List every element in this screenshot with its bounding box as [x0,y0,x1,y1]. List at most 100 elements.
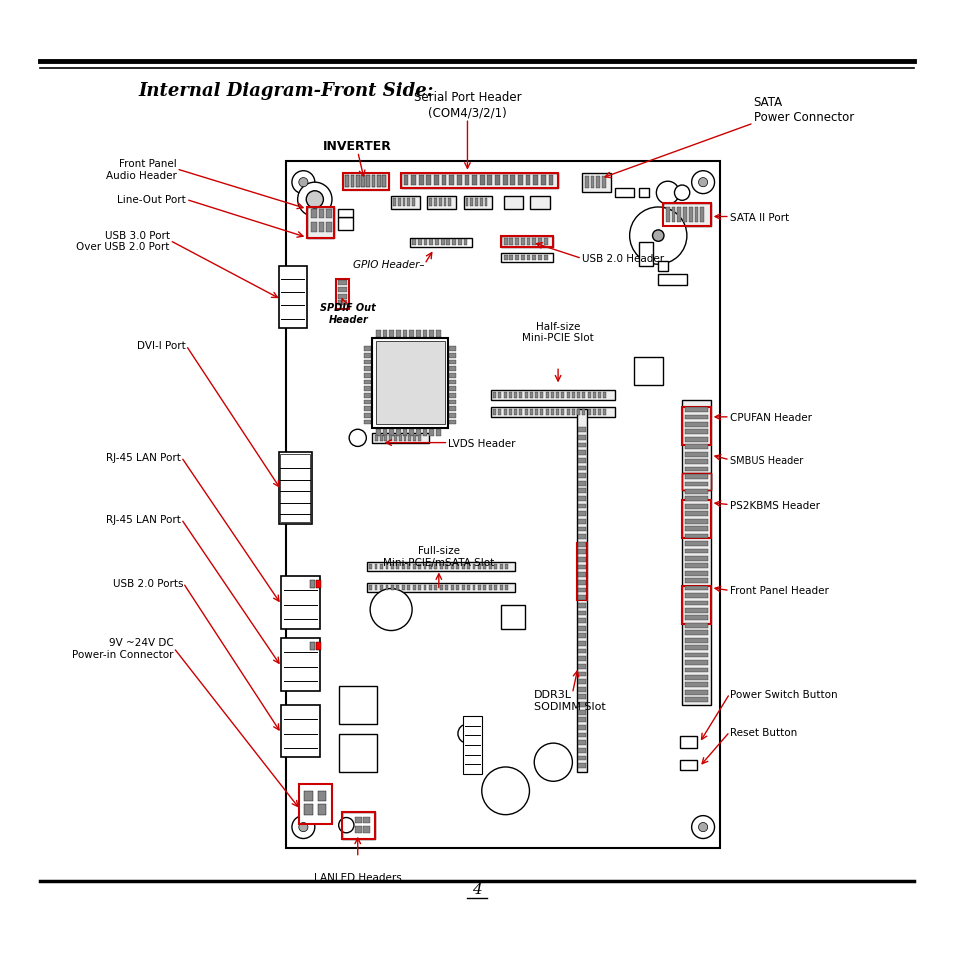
Bar [326,223,332,233]
Bar [684,698,707,702]
Bar [463,196,492,210]
Bar [400,173,558,189]
Bar [307,208,334,238]
Bar [484,199,487,207]
Bar [409,430,414,436]
Bar [497,393,501,398]
Text: RJ-45 LAN Port: RJ-45 LAN Port [107,515,181,524]
Bar [681,474,710,491]
Bar [684,631,707,636]
Circle shape [457,724,476,743]
Bar [578,481,585,486]
Bar [372,434,429,443]
Bar [684,422,707,427]
Bar [578,763,585,768]
Bar [364,360,371,365]
Bar [318,210,324,219]
Bar [681,408,710,446]
Bar [396,564,399,570]
Bar [376,176,380,188]
Bar [439,585,442,591]
Bar [578,672,585,677]
Bar [411,176,416,186]
Bar [449,354,456,358]
Circle shape [292,816,314,839]
Bar [639,243,653,267]
Bar [578,565,585,570]
Bar [341,812,375,839]
Bar [429,199,432,207]
Bar [578,634,585,639]
Bar [684,527,707,532]
Bar [577,410,579,416]
Bar [545,410,548,416]
Bar [367,583,515,593]
Bar [639,189,648,198]
Bar [602,393,606,398]
Bar [537,238,541,246]
Bar [684,459,707,464]
Bar [560,410,563,416]
Bar [493,393,496,398]
Bar [500,236,553,248]
Circle shape [691,172,714,194]
Bar [500,605,524,629]
Bar [503,410,506,416]
Bar [464,176,469,186]
Text: DVI-I Port: DVI-I Port [137,341,186,351]
Bar [278,453,312,524]
Bar [578,756,585,760]
Bar [418,176,423,186]
Bar [535,410,537,416]
Bar [445,564,448,570]
Bar [681,500,710,538]
Bar [477,585,480,591]
Bar [578,679,585,684]
Bar [366,176,370,188]
Bar [389,331,394,337]
Bar [684,564,707,569]
Bar [280,455,310,522]
Bar [449,387,456,392]
Bar [363,826,370,833]
Bar [684,416,707,420]
Text: SATA II Port: SATA II Port [729,213,788,222]
Bar [684,623,707,628]
Bar [578,573,585,578]
Bar [529,410,532,416]
Bar [449,367,456,372]
Text: PS2KBMS Header: PS2KBMS Header [729,500,819,510]
Bar [355,176,359,188]
Bar [384,436,387,441]
Bar [578,710,585,715]
Bar [526,255,530,261]
Bar [587,410,590,416]
Bar [520,238,524,246]
Bar [684,601,707,606]
Bar [578,596,585,600]
Bar [679,737,697,748]
Bar [422,331,427,337]
Bar [355,826,361,833]
Bar [449,176,454,186]
Bar [397,199,400,207]
Text: RJ-45 LAN Port: RJ-45 LAN Port [107,453,181,462]
Bar [311,223,316,233]
Bar [578,542,585,547]
Bar [578,489,585,494]
Bar [587,393,590,398]
Bar [417,436,420,441]
Bar [351,176,355,188]
Bar [396,585,399,591]
Bar [402,331,407,337]
Bar [495,176,499,186]
Bar [578,550,585,555]
Bar [578,748,585,753]
Bar [436,430,440,436]
Bar [456,564,458,570]
Bar [364,414,371,418]
Bar [403,436,406,441]
Bar [578,451,585,456]
Bar [540,176,545,186]
Bar [578,512,585,517]
